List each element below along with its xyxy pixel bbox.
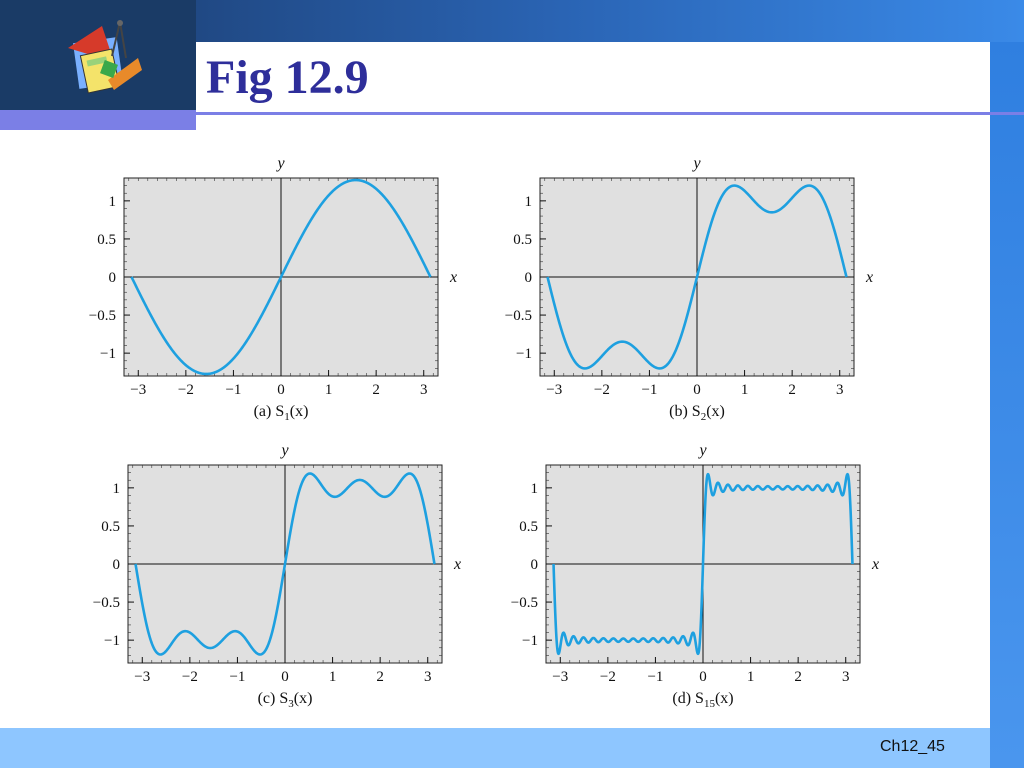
plot-caption: (b) S2(x) (669, 403, 725, 423)
y-tick-label: −1 (100, 346, 116, 362)
y-tick-label: 0.5 (519, 519, 538, 535)
y-axis-label: y (691, 155, 701, 172)
title-rule (196, 112, 1024, 115)
y-axis-label: y (697, 442, 707, 459)
x-tick-label: −3 (130, 382, 146, 398)
x-axis-label: x (453, 556, 461, 573)
x-tick-label: 1 (747, 669, 755, 685)
x-tick-label: 3 (424, 669, 432, 685)
y-tick-label: 0 (525, 270, 533, 286)
y-tick-label: 0 (531, 557, 539, 573)
y-tick-label: −0.5 (505, 308, 532, 324)
series-curve (552, 472, 854, 656)
plot-caption: (c) S3(x) (258, 690, 313, 710)
x-tick-label: −2 (182, 669, 198, 685)
plot-caption: (a) S1(x) (254, 403, 309, 423)
x-tick-label: −1 (641, 382, 657, 398)
x-tick-label: 2 (788, 382, 796, 398)
x-tick-label: 0 (281, 669, 289, 685)
y-tick-label: 1 (109, 194, 117, 210)
x-tick-label: 2 (794, 669, 802, 685)
x-tick-label: 3 (420, 382, 428, 398)
x-tick-label: 2 (372, 382, 380, 398)
bottom-band (0, 728, 990, 768)
y-tick-label: 0.5 (513, 232, 532, 248)
y-tick-label: 0 (109, 270, 117, 286)
y-tick-label: 0.5 (97, 232, 116, 248)
y-tick-label: −0.5 (93, 595, 120, 611)
y-tick-label: −1 (516, 346, 532, 362)
x-tick-label: −1 (229, 669, 245, 685)
y-tick-label: 1 (113, 481, 121, 497)
right-side-bar (990, 42, 1024, 768)
x-tick-label: −1 (225, 382, 241, 398)
left-accent-strip (0, 110, 196, 130)
y-tick-label: 0.5 (101, 519, 120, 535)
x-tick-label: 1 (329, 669, 337, 685)
fourier-plots: −3 −2 −1 0 1 2 3 1 0.5 0 −0.5 −1 x y (a) S1(x) −3 −2 −1 0 1… (89, 155, 879, 710)
x-tick-label: −1 (647, 669, 663, 685)
x-tick-label: −2 (600, 669, 616, 685)
x-tick-label: −3 (552, 669, 568, 685)
x-tick-label: −2 (178, 382, 194, 398)
plot-panel-3: −3 −2 −1 0 1 2 3 1 0.5 0 −0.5 −1 x y (c) S3(x) (93, 442, 461, 710)
x-tick-label: 2 (376, 669, 384, 685)
x-axis-label: x (449, 269, 457, 286)
slide-number: Ch12_45 (880, 738, 945, 755)
plot-panel-4: −3 −2 −1 0 1 2 3 1 0.5 0 −0.5 −1 x y (d) S15(x) (511, 442, 879, 710)
plot-caption: (d) S15(x) (672, 690, 733, 710)
y-tick-label: −1 (104, 633, 120, 649)
y-tick-label: 1 (525, 194, 533, 210)
slide-title: Fig 12.9 (206, 51, 369, 104)
series-curve (546, 184, 848, 370)
series-curve (130, 178, 432, 376)
x-tick-label: 1 (741, 382, 749, 398)
x-tick-label: 1 (325, 382, 333, 398)
y-tick-label: −0.5 (511, 595, 538, 611)
y-tick-label: 1 (531, 481, 539, 497)
plot-panel-1: −3 −2 −1 0 1 2 3 1 0.5 0 −0.5 −1 x y (a) S1(x) (89, 155, 457, 423)
x-tick-label: 0 (693, 382, 701, 398)
y-axis-label: y (279, 442, 289, 459)
y-tick-label: 0 (113, 557, 121, 573)
title-area (196, 42, 990, 112)
x-axis-label: x (871, 556, 879, 573)
y-tick-label: −1 (522, 633, 538, 649)
x-tick-label: −3 (134, 669, 150, 685)
y-axis-label: y (275, 155, 285, 172)
x-tick-label: 3 (842, 669, 850, 685)
y-tick-label: −0.5 (89, 308, 116, 324)
x-tick-label: 0 (277, 382, 285, 398)
plot-panel-2: −3 −2 −1 0 1 2 3 1 0.5 0 −0.5 −1 x y (b) S2(x) (505, 155, 873, 423)
x-tick-label: 0 (699, 669, 707, 685)
x-tick-label: −3 (546, 382, 562, 398)
x-axis-label: x (865, 269, 873, 286)
math-tools-logo-icon (68, 20, 142, 94)
series-curve (134, 472, 436, 656)
x-tick-label: −2 (594, 382, 610, 398)
x-tick-label: 3 (836, 382, 844, 398)
